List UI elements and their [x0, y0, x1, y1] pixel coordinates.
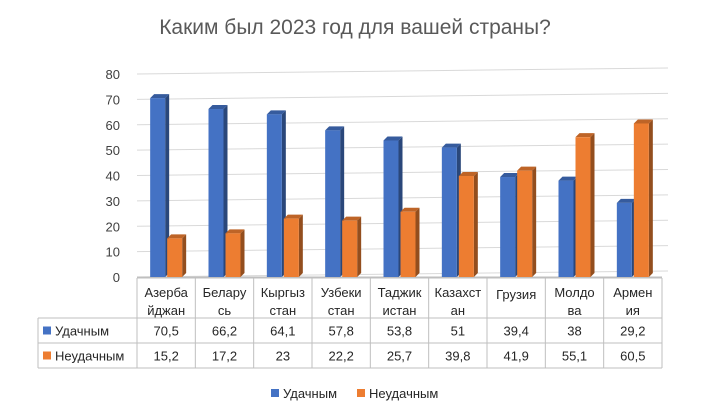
y-tick-label: 50	[106, 143, 120, 158]
legend-swatch	[357, 389, 365, 397]
data-label: 39,8	[445, 349, 470, 364]
data-label: 23	[276, 349, 290, 364]
bar-neudachnym	[283, 214, 303, 277]
data-label: 55,1	[562, 349, 587, 364]
data-label: 39,4	[504, 324, 529, 339]
bar-neudachnym	[400, 207, 420, 277]
y-tick-label: 70	[106, 92, 120, 107]
y-tick-label: 10	[106, 245, 120, 260]
data-label: 41,9	[504, 349, 529, 364]
data-label: 25,7	[387, 349, 412, 364]
table-series-name: Удачным	[55, 324, 109, 339]
data-label: 22,2	[329, 349, 354, 364]
category-label: Азерба	[145, 285, 189, 300]
table-legend-key	[43, 351, 51, 360]
y-tick-label: 20	[106, 219, 120, 234]
y-axis: 0 10 20 30 40 50 60 70 80	[106, 67, 120, 285]
data-label: 38	[567, 324, 581, 339]
category-label: Кыргыз	[261, 285, 305, 300]
bar-udachnym	[325, 126, 345, 278]
data-label: 60,5	[620, 349, 645, 364]
y-tick-label: 40	[106, 169, 120, 184]
chart-title: Каким был 2023 год для вашей страны?	[159, 16, 551, 39]
category-label: ан	[451, 303, 465, 318]
table-series-name: Неудачным	[55, 349, 124, 364]
data-label: 53,8	[387, 324, 412, 339]
data-label: 66,2	[212, 324, 237, 339]
data-label: 70,5	[154, 324, 179, 339]
data-label: 57,8	[329, 324, 354, 339]
y-tick-label: 60	[106, 118, 120, 133]
y-tick-label: 0	[113, 270, 120, 285]
category-label: ия	[626, 303, 640, 318]
category-label: ва	[568, 303, 583, 318]
y-tick-label: 80	[106, 67, 120, 82]
data-label: 17,2	[212, 349, 237, 364]
bar-udachnym	[558, 176, 578, 277]
bar-neudachnym	[633, 119, 653, 277]
bar-neudachnym	[167, 234, 187, 277]
bar-neudachnym	[517, 166, 537, 277]
data-table: Азерба йджан Белару сь Кыргыз стан Узбеки стан Т…	[37, 277, 663, 369]
category-label: йджан	[147, 303, 185, 318]
bar-udachnym	[383, 136, 403, 277]
bar-neudachnym	[225, 229, 245, 277]
category-label: Узбеки	[321, 285, 362, 300]
plot-bars	[150, 94, 653, 278]
bar-neudachnym	[458, 172, 478, 277]
bar-neudachnym	[575, 133, 595, 277]
bar-neudachnym	[342, 216, 362, 277]
y-tick-label: 30	[106, 194, 120, 209]
category-label: Белару	[203, 285, 247, 300]
legend-label: Неудачным	[369, 386, 438, 401]
legend-swatch	[271, 389, 279, 397]
category-label: Молдо	[554, 285, 594, 300]
category-label: сь	[218, 303, 232, 318]
data-label: 15,2	[154, 349, 179, 364]
data-label: 64,1	[270, 324, 295, 339]
category-label: Армен	[613, 285, 652, 300]
gridline	[136, 92, 669, 100]
bar-udachnym	[150, 94, 170, 277]
legend-label: Удачным	[283, 386, 337, 401]
data-label: 51	[451, 324, 465, 339]
category-label: истан	[383, 303, 417, 318]
category-label: Казахст	[435, 285, 482, 300]
bar-udachnym	[500, 173, 520, 277]
category-label: стан	[269, 303, 296, 318]
data-label: 29,2	[620, 324, 645, 339]
bar-udachnym	[441, 143, 461, 277]
table-legend-key	[43, 326, 51, 335]
gridline	[136, 67, 669, 75]
category-label: Таджик	[378, 285, 422, 300]
legend: Удачным Неудачным	[271, 386, 438, 401]
bar-udachnym	[266, 110, 286, 277]
category-label: стан	[328, 303, 355, 318]
category-label: Грузия	[496, 287, 536, 302]
bar-udachnym	[208, 105, 228, 277]
bar-udachnym	[616, 198, 636, 277]
